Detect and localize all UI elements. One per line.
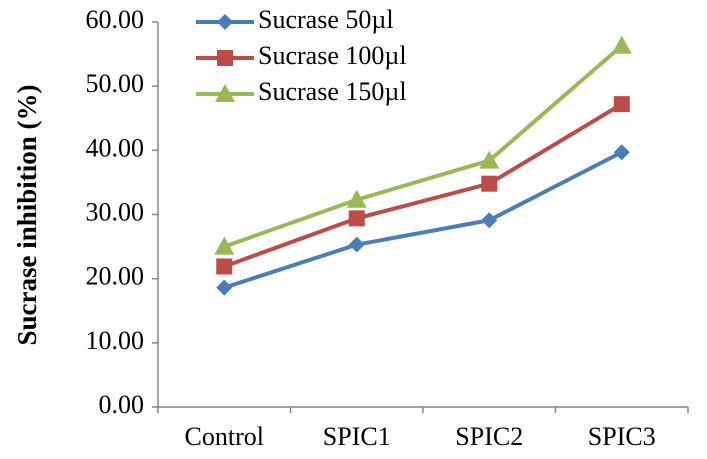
series-1 xyxy=(216,144,630,296)
legend-item: Sucrase 150µl xyxy=(196,77,407,106)
legend-marker xyxy=(217,14,233,30)
legend-marker xyxy=(217,50,233,66)
series-line xyxy=(223,44,624,249)
y-tick-label: 50.00 xyxy=(86,69,145,98)
x-tick-label: SPIC2 xyxy=(455,422,523,451)
y-tick-label: 0.00 xyxy=(99,390,145,419)
y-tick-label: 20.00 xyxy=(86,262,145,291)
data-point xyxy=(348,236,365,253)
legend-item: Sucrase 50µl xyxy=(196,5,394,34)
data-point xyxy=(481,175,498,192)
y-tick-label: 60.00 xyxy=(86,5,145,34)
data-point xyxy=(479,150,500,169)
data-point xyxy=(613,96,630,113)
y-axis-ticks: 0.00 10.00 20.00 30.00 40.00 50.00 60.00 xyxy=(86,5,158,419)
data-point xyxy=(611,35,632,54)
y-axis-title: Sucrase inhibition (%) xyxy=(12,84,42,345)
data-point xyxy=(346,189,367,208)
data-point xyxy=(481,212,498,229)
series-group xyxy=(214,35,632,296)
data-point xyxy=(214,236,235,255)
x-tick-label: SPIC3 xyxy=(588,422,656,451)
legend-label: Sucrase 150µl xyxy=(258,77,407,106)
series-line xyxy=(223,150,623,290)
data-point xyxy=(216,279,233,296)
legend-item: Sucrase 100µl xyxy=(196,41,407,70)
x-tick-label: Control xyxy=(185,422,264,451)
x-tick-label: SPIC1 xyxy=(323,422,391,451)
data-point xyxy=(613,144,630,161)
y-tick-label: 10.00 xyxy=(86,326,145,355)
data-point xyxy=(348,210,365,227)
series-line xyxy=(223,102,623,269)
series-3 xyxy=(214,35,632,255)
axes xyxy=(157,22,688,408)
legend-label: Sucrase 50µl xyxy=(258,5,394,34)
x-axis-ticks: Control SPIC1 SPIC2 SPIC3 xyxy=(157,407,689,451)
legend-label: Sucrase 100µl xyxy=(258,41,407,70)
legend-marker xyxy=(215,84,235,102)
data-point xyxy=(216,258,233,275)
y-tick-label: 40.00 xyxy=(86,133,145,162)
legend: Sucrase 50µl Sucrase 100µl Sucrase 150µl xyxy=(196,5,407,106)
series-2 xyxy=(216,96,630,275)
y-tick-label: 30.00 xyxy=(86,197,145,226)
